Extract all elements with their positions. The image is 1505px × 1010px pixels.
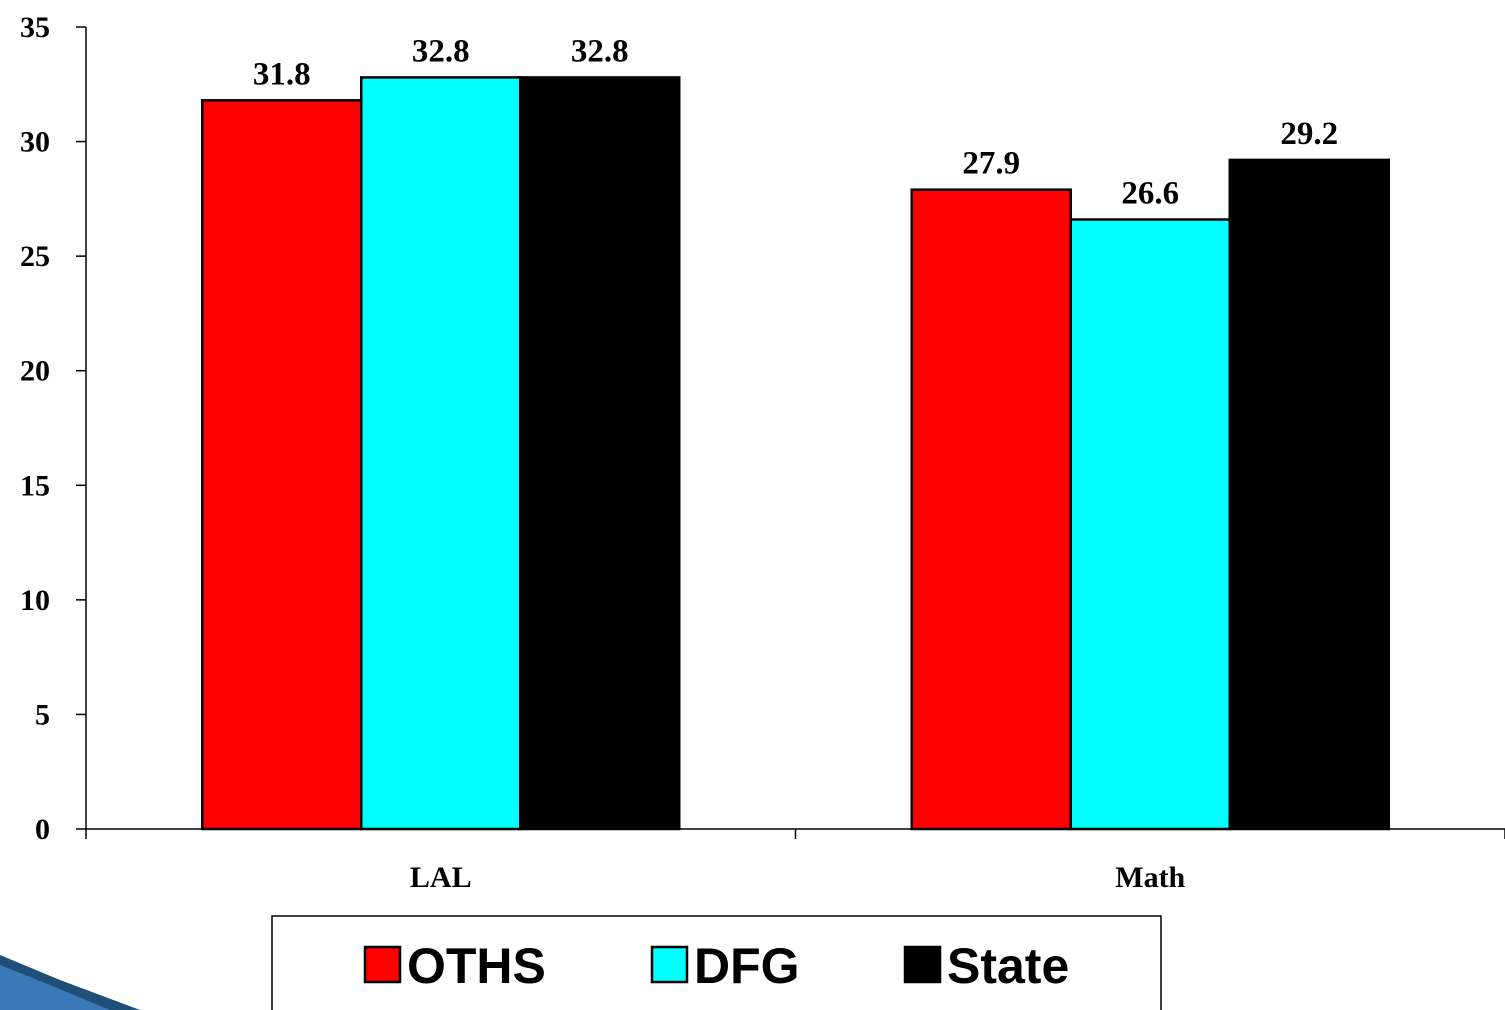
legend-swatch-dfg — [650, 945, 689, 984]
bar-oths-math — [910, 188, 1072, 831]
legend-box — [271, 915, 1162, 1010]
y-tick-label: 0 — [35, 813, 50, 846]
legend-swatch-state — [903, 945, 942, 984]
y-tick-label: 35 — [20, 11, 50, 44]
data-labels-group: 31.8 32.8 32.8 27.9 26.6 29.2 — [253, 33, 1338, 211]
bars-group — [201, 76, 1390, 831]
y-tick-label: 20 — [20, 355, 50, 388]
bar-dfg-math — [1069, 218, 1231, 831]
y-tick-label: 30 — [20, 126, 50, 159]
legend-label-state: State — [947, 938, 1069, 994]
x-category-label: Math — [1115, 861, 1185, 894]
bar-oths-lal — [201, 99, 363, 831]
y-tick-label: 10 — [20, 584, 50, 617]
y-tick-label: 15 — [20, 469, 50, 502]
legend: OTHS DFG State — [271, 915, 1162, 1010]
y-tick-label: 25 — [20, 240, 50, 273]
legend-label-dfg: DFG — [694, 938, 800, 994]
bar-dfg-lal — [360, 76, 522, 831]
slide-corner-decoration — [0, 955, 140, 1010]
data-label: 32.8 — [412, 33, 470, 69]
legend-label-oths: OTHS — [407, 938, 546, 994]
bar-state-math — [1228, 158, 1390, 831]
data-label: 32.8 — [571, 33, 629, 69]
x-category-label: LAL — [410, 861, 472, 894]
data-label: 29.2 — [1280, 116, 1338, 152]
y-tick-label: 5 — [35, 698, 50, 731]
data-label: 31.8 — [253, 56, 311, 92]
legend-swatch-oths — [363, 945, 402, 984]
data-label: 27.9 — [962, 146, 1020, 182]
data-label: 26.6 — [1121, 175, 1179, 211]
bar-state-lal — [519, 76, 681, 831]
